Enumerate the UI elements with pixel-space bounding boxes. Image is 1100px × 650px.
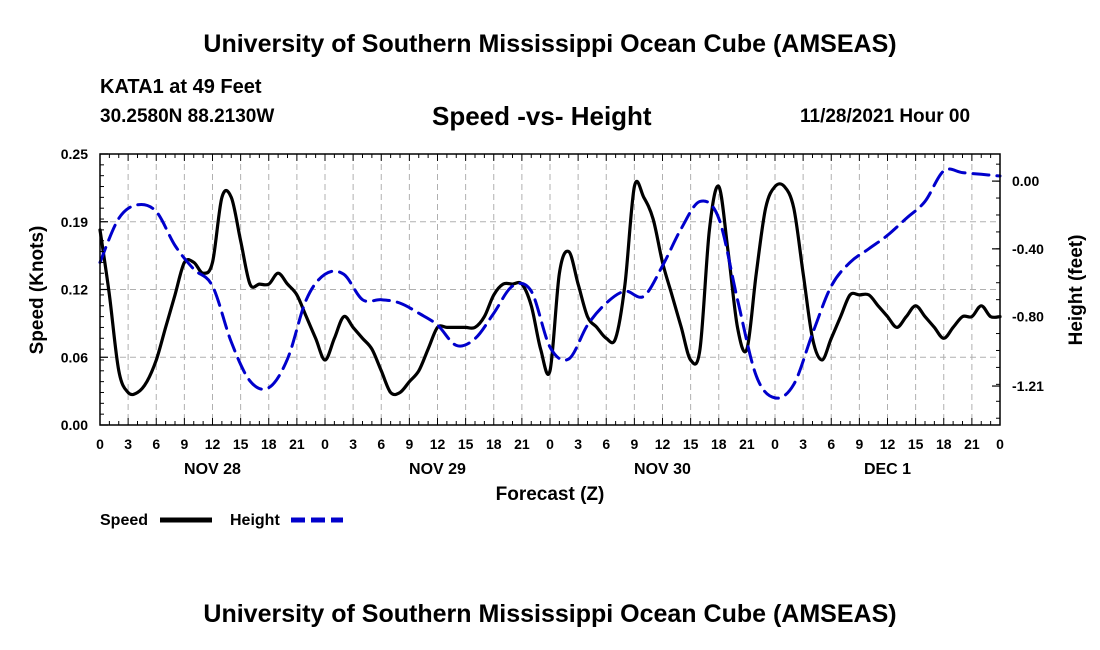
x-tick-label: 15 bbox=[458, 436, 474, 452]
x-tick-label: 12 bbox=[880, 436, 896, 452]
station-label: KATA1 at 49 Feet bbox=[100, 76, 262, 98]
x-axis-label: Forecast (Z) bbox=[496, 484, 605, 505]
ticks bbox=[99, 153, 1001, 426]
x-tick-label: 18 bbox=[711, 436, 727, 452]
grid bbox=[100, 154, 1000, 425]
day-label: DEC 1 bbox=[864, 461, 911, 478]
day-label: NOV 28 bbox=[184, 461, 241, 478]
x-tick-label: 3 bbox=[349, 436, 357, 452]
x-tick-label: 0 bbox=[996, 436, 1004, 452]
x-tick-label: 0 bbox=[771, 436, 779, 452]
speed-series-line bbox=[98, 179, 1002, 397]
x-tick-label: 18 bbox=[486, 436, 502, 452]
forecast-datetime: 11/28/2021 Hour 00 bbox=[800, 106, 971, 127]
x-tick-label: 18 bbox=[936, 436, 952, 452]
x-tick-label: 6 bbox=[377, 436, 385, 452]
legend: Speed Height bbox=[100, 512, 343, 529]
x-tick-label: 15 bbox=[908, 436, 924, 452]
y-axis-label: Speed (Knots) bbox=[27, 226, 48, 355]
y2-tick-label: 0.00 bbox=[1012, 173, 1039, 189]
x-tick-label: 9 bbox=[405, 436, 413, 452]
x-tick-label: 3 bbox=[799, 436, 807, 452]
coordinates-label: 30.2580N 88.2130W bbox=[100, 106, 275, 127]
x-tick-label: 18 bbox=[261, 436, 277, 452]
x-tick-label: 21 bbox=[964, 436, 980, 452]
x-tick-label: 9 bbox=[855, 436, 863, 452]
legend-speed-label: Speed bbox=[100, 512, 148, 529]
x-tick-label: 12 bbox=[430, 436, 446, 452]
x-tick-label: 21 bbox=[739, 436, 755, 452]
x-tick-label: 12 bbox=[205, 436, 221, 452]
day-label: NOV 30 bbox=[634, 461, 691, 478]
x-tick-label: 3 bbox=[124, 436, 132, 452]
y-tick-label: 0.00 bbox=[61, 417, 88, 433]
x-tick-label: 15 bbox=[683, 436, 699, 452]
x-tick-label: 0 bbox=[96, 436, 104, 452]
y-tick-label: 0.19 bbox=[61, 214, 88, 230]
y2-tick-label: -1.21 bbox=[1012, 378, 1044, 394]
x-tick-label: 6 bbox=[602, 436, 610, 452]
main-title: University of Southern Mississippi Ocean… bbox=[203, 30, 897, 58]
x-tick-label: 12 bbox=[655, 436, 671, 452]
x-tick-label: 3 bbox=[574, 436, 582, 452]
y2-tick-label: -0.80 bbox=[1012, 309, 1044, 325]
y-tick-label: 0.06 bbox=[61, 349, 88, 365]
y2-tick-label: -0.40 bbox=[1012, 241, 1044, 257]
height-series-line bbox=[98, 167, 1002, 400]
series-layer bbox=[98, 167, 1002, 400]
day-label: NOV 29 bbox=[409, 461, 466, 478]
y2-axis-label: Height (feet) bbox=[1066, 235, 1087, 346]
y-tick-label: 0.25 bbox=[61, 146, 88, 162]
y-tick-label: 0.12 bbox=[61, 282, 88, 298]
x-tick-label: 21 bbox=[514, 436, 530, 452]
x-tick-label: 6 bbox=[827, 436, 835, 452]
x-tick-label: 9 bbox=[180, 436, 188, 452]
axis-labels: 0 3 6 9 12 15 18 21 0 3 6 9 12 15 18 21 0 3 6 9 12 15 18 21 0 3 6 9… bbox=[61, 146, 1044, 478]
footer-title: University of Southern Mississippi Ocean… bbox=[203, 600, 897, 628]
x-tick-label: 6 bbox=[152, 436, 160, 452]
speed-height-chart: 0 3 6 9 12 15 18 21 0 3 6 9 12 15 18 21 0 3 6 9 12 15 18 21 0 3 6 9… bbox=[27, 146, 1087, 529]
legend-height-label: Height bbox=[230, 512, 280, 529]
x-tick-label: 0 bbox=[321, 436, 329, 452]
x-tick-label: 0 bbox=[546, 436, 554, 452]
x-tick-label: 9 bbox=[630, 436, 638, 452]
x-tick-label: 15 bbox=[233, 436, 249, 452]
chart-title: Speed -vs- Height bbox=[432, 101, 652, 131]
x-tick-label: 21 bbox=[289, 436, 305, 452]
